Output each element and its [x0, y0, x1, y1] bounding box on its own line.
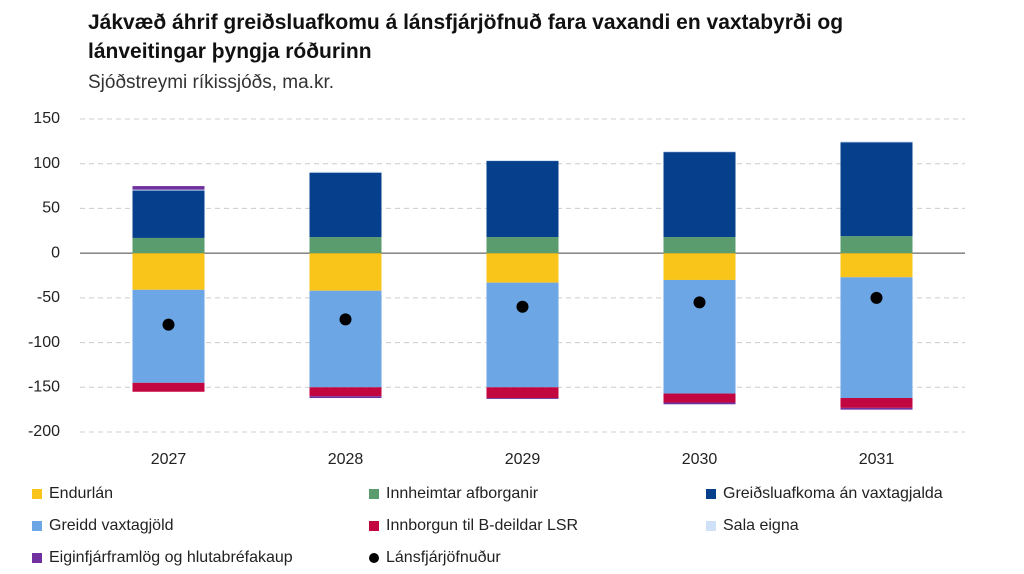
legend-swatch	[32, 521, 42, 531]
bar-segment	[840, 253, 913, 278]
legend-label: Innheimtar afborganir	[386, 485, 539, 502]
bar-segment	[309, 396, 382, 399]
legend-swatch	[706, 521, 716, 531]
bar-segment	[840, 407, 913, 410]
bar-segment	[486, 253, 559, 283]
legend-swatch	[369, 521, 379, 531]
y-tick-label: 0	[51, 244, 60, 261]
y-tick-label: 50	[42, 200, 60, 217]
bar-segment	[309, 237, 382, 254]
legend-swatch	[369, 489, 379, 499]
dot	[870, 291, 883, 304]
x-tick-label: 2030	[682, 451, 718, 468]
bar-segment	[132, 186, 205, 190]
bar-segment	[486, 160, 559, 162]
bar-segment	[132, 190, 205, 238]
x-tick-label: 2028	[328, 451, 364, 468]
legend-swatch	[32, 489, 42, 499]
bar-segment	[132, 253, 205, 290]
dot	[516, 300, 529, 313]
dot	[693, 296, 706, 309]
x-tick-label: 2029	[505, 451, 541, 468]
chart-subtitle: Sjóðstreymi ríkissjóðs, ma.kr.	[88, 72, 334, 93]
bar-segment	[840, 236, 913, 254]
bar-segment	[132, 237, 205, 254]
bar-segment	[486, 161, 559, 238]
bar-segment	[309, 253, 382, 291]
y-tick-label: 100	[33, 155, 60, 172]
legend-swatch	[706, 489, 716, 499]
y-tick-label: -150	[28, 379, 60, 396]
bar-segment	[486, 398, 559, 399]
bar-segment	[840, 398, 913, 408]
legend-label: Endurlán	[49, 485, 113, 502]
legend-label: Sala eigna	[723, 517, 799, 534]
bar-segment	[663, 253, 736, 280]
bar-segment	[309, 387, 382, 397]
bar-segment	[309, 290, 382, 388]
bar-segment	[486, 387, 559, 399]
bar-segment	[309, 172, 382, 238]
bar-segment	[840, 142, 913, 237]
bar-segment	[486, 282, 559, 388]
y-tick-label: -200	[28, 423, 60, 440]
legend-label: Eiginfjárframlög og hlutabréfakaup	[49, 549, 293, 566]
legend-swatch	[369, 553, 379, 563]
bar-segment	[840, 141, 913, 143]
chart-title: Jákvæð áhrif greiðsluafkomu á lánsfjárjö…	[88, 11, 844, 63]
y-tick-label: 150	[33, 110, 60, 127]
bar-segment	[309, 171, 382, 173]
x-tick-label: 2027	[151, 451, 187, 468]
y-tick-label: -50	[37, 289, 60, 306]
bar-segment	[663, 152, 736, 238]
bar-segment	[663, 402, 736, 405]
dot	[162, 318, 175, 331]
bar-segment	[663, 393, 736, 403]
bar-segment	[132, 289, 205, 383]
dot	[339, 313, 352, 326]
legend-label: Greiðsluafkoma án vaxtagjalda	[723, 485, 943, 502]
bar-segment	[486, 237, 559, 254]
x-tick-label: 2031	[859, 451, 895, 468]
legend-label: Greidd vaxtagjöld	[49, 517, 174, 534]
y-tick-label: -100	[28, 334, 60, 351]
bar-segment	[132, 382, 205, 392]
bar-segment	[663, 151, 736, 153]
bar-segment	[663, 237, 736, 254]
legend-label: Lánsfjárjöfnuður	[386, 549, 501, 566]
legend-label: Innborgun til B-deildar LSR	[386, 517, 578, 534]
legend-swatch	[32, 553, 42, 563]
bar-segment	[132, 189, 205, 191]
